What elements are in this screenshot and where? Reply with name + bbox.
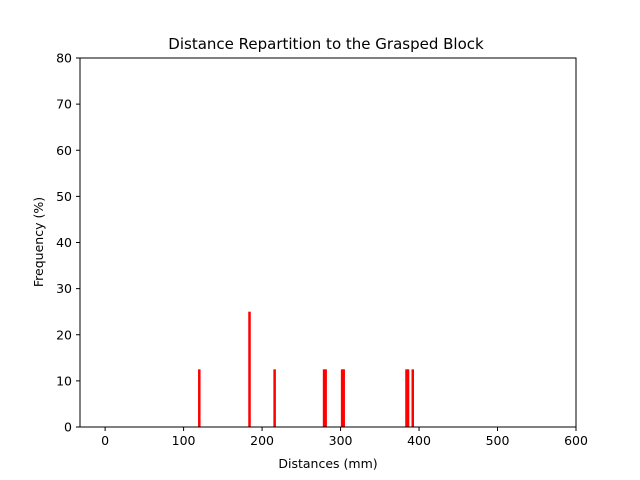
histogram-bar <box>406 369 410 427</box>
x-tick-label: 0 <box>101 433 109 448</box>
y-tick-label: 0 <box>64 420 72 435</box>
histogram-bar <box>342 369 345 427</box>
histogram-bar <box>405 369 408 427</box>
y-tick-label: 50 <box>56 189 72 204</box>
histogram-bar <box>411 369 415 427</box>
histogram-bar <box>248 311 251 427</box>
histogram-bar <box>273 369 276 427</box>
y-axis-label: Frequency (%) <box>31 197 46 287</box>
x-tick-label: 500 <box>486 433 510 448</box>
y-axis-ticks: 0 10 20 30 40 50 60 70 80 <box>56 51 80 435</box>
x-tick-label: 100 <box>172 433 196 448</box>
histogram-bar <box>324 369 327 427</box>
x-tick-label: 600 <box>564 433 588 448</box>
chart-title: Distance Repartition to the Grasped Bloc… <box>168 35 484 53</box>
x-axis-ticks: 0 100 200 300 400 500 600 <box>101 427 588 448</box>
x-tick-label: 300 <box>329 433 353 448</box>
x-tick-label: 400 <box>407 433 431 448</box>
y-tick-label: 80 <box>56 51 72 66</box>
histogram-bar <box>322 369 326 427</box>
histogram-bar <box>198 369 201 427</box>
histogram-bar <box>340 369 344 427</box>
y-tick-label: 10 <box>56 373 72 388</box>
x-axis-label: Distances (mm) <box>278 456 377 471</box>
x-tick-label: 200 <box>250 433 274 448</box>
plot-frame <box>79 57 577 428</box>
y-tick-label: 40 <box>56 235 72 250</box>
bars-group <box>198 311 415 427</box>
y-tick-label: 60 <box>56 143 72 158</box>
y-tick-label: 20 <box>56 327 72 342</box>
y-tick-label: 70 <box>56 97 72 112</box>
y-tick-label: 30 <box>56 281 72 296</box>
